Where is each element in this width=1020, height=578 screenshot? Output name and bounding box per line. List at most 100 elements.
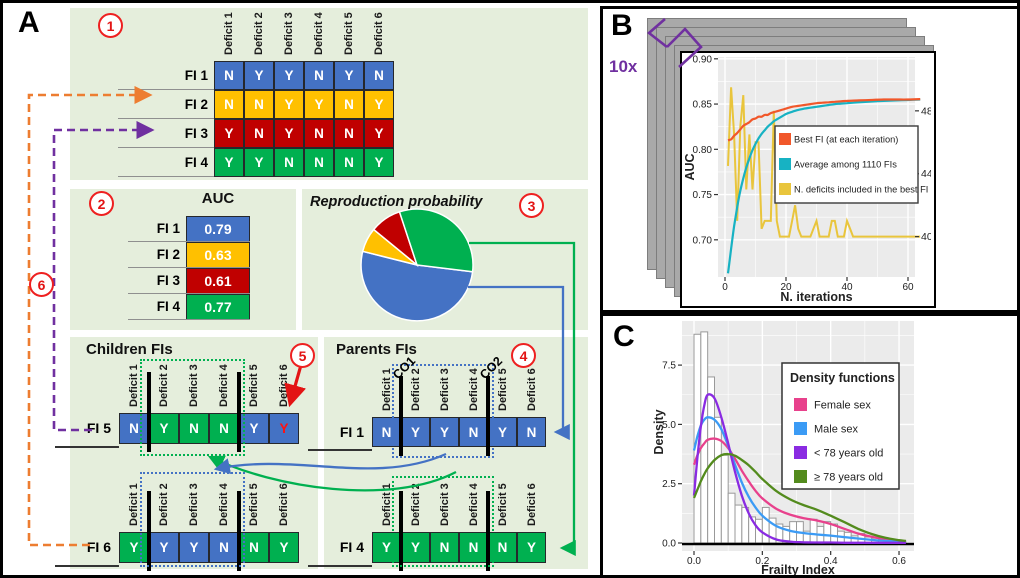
axis-text: 0.2	[755, 556, 769, 567]
histogram-bar	[714, 416, 722, 544]
row-separator	[128, 241, 250, 243]
axis-text: 0.4	[824, 556, 838, 567]
fi-row-label: FI 2	[184, 97, 208, 112]
axis-text: 7.5	[662, 361, 676, 372]
axis-text: 0.90	[693, 54, 713, 65]
density-curve-2	[692, 393, 906, 544]
deficit-header-1: Deficit 1	[128, 483, 140, 526]
legend-swatch	[779, 183, 791, 195]
deficit-header-6: Deficit 6	[373, 12, 385, 55]
fi-row-label: FI 1	[339, 424, 364, 440]
deficit-cell: N	[517, 417, 546, 447]
panel-c-label: C	[613, 320, 635, 353]
deficit-cell: Y	[149, 413, 179, 444]
crossover-segment-box	[392, 364, 494, 458]
histogram-bar	[761, 506, 770, 544]
deficit-cell: N	[209, 413, 239, 444]
frailty-density-chart: 0.0 2.5 5.0 7.5 0.0 0.2 0.4 0.6 Frailty Index Den…	[652, 321, 934, 575]
axis-text: Frailty Index	[761, 563, 835, 575]
step-badge-4: 4	[511, 343, 536, 368]
axis-text: 0.6	[892, 556, 906, 567]
axis-text: 0.75	[693, 190, 713, 201]
step-badge-3: 3	[519, 193, 544, 218]
auc-value-cell: 0.63	[186, 242, 250, 268]
deficit-header-2: Deficit 2	[253, 12, 265, 55]
fi-row-label: FI 4	[184, 155, 208, 170]
auc-row-label: FI 1	[156, 221, 180, 236]
legend-swatch	[794, 470, 807, 483]
legend-swatch	[794, 422, 807, 435]
axis-text: AUC	[683, 153, 697, 180]
deficit-cell: N	[304, 119, 334, 148]
histogram-bar	[734, 504, 743, 544]
deficit-header-5: Deficit 5	[343, 12, 355, 55]
axis-text: ≥ 78 years old	[814, 472, 883, 484]
stack-count-label: 10x	[609, 57, 638, 76]
density-curve-0	[692, 437, 906, 543]
deficit-header-6: Deficit 6	[525, 368, 538, 411]
row-separator	[128, 293, 250, 295]
panel-b: B 10x 0.70 0.75 0.80 0.85 0.90 40 44 48 0 20 40 60 N…	[600, 6, 1017, 313]
deficit-header-5: Deficit 5	[496, 483, 509, 526]
crossover-bar	[399, 376, 403, 456]
step-badge-1: 1	[98, 13, 123, 38]
deficit-cell: N	[244, 119, 274, 148]
stack-brace-icon	[646, 18, 703, 68]
crossover-bar	[237, 491, 241, 571]
axis-text: 44	[921, 168, 931, 180]
legend-box	[774, 125, 919, 204]
axis-text: N. deficits included in the best FI	[794, 185, 928, 195]
crossover-bar	[237, 372, 241, 452]
deficit-cell: Y	[274, 61, 304, 90]
deficit-cell: Y	[269, 413, 299, 444]
row-separator	[128, 267, 250, 269]
deficit-header-6: Deficit 6	[525, 483, 538, 526]
density-curve-3	[692, 452, 907, 543]
deficit-cell: N	[214, 90, 244, 119]
axis-text: Density functions	[790, 371, 895, 385]
deficit-header-1: Deficit 1	[128, 364, 140, 407]
deficit-cell: Y	[179, 532, 209, 563]
deficit-cell: N	[334, 90, 364, 119]
axis-text: 0.80	[693, 145, 713, 156]
legend-swatch	[794, 446, 807, 459]
axis-text: 20	[780, 282, 792, 293]
fi-row-label: FI 3	[184, 126, 208, 141]
axis-text: 40	[841, 282, 853, 293]
deficit-header-5: Deficit 5	[248, 483, 260, 526]
deficit-cell: Y	[364, 148, 394, 177]
deficit-cell: Y	[430, 417, 459, 447]
axis-text: Average among 1110 FIs	[794, 160, 897, 170]
deficit-header-4: Deficit 4	[313, 12, 325, 55]
axis-text: 40	[921, 231, 931, 243]
pie-slice-FI3	[372, 210, 419, 268]
histogram-bar	[700, 331, 709, 544]
panel-a-label: A	[18, 6, 40, 39]
fi-row-label: FI 1	[184, 68, 208, 83]
deficit-header-5: Deficit 5	[496, 368, 509, 411]
panel-c: C 0.0 2.5 5.0 7.5 0.0 0.2 0.4 0.6 Frailty Index D…	[600, 313, 1017, 575]
histogram-bar	[727, 492, 736, 544]
axis-text: Density	[652, 409, 666, 454]
auc-chart-panel: 0.70 0.75 0.80 0.85 0.90 40 44 48 0 20 40 60 N. iter…	[680, 51, 936, 308]
auc-table-title: AUC	[201, 190, 235, 207]
deficit-cell: Y	[214, 148, 244, 177]
auc-vs-iterations-chart: 0.70 0.75 0.80 0.85 0.90 40 44 48 0 20 40 60 N. iter…	[683, 54, 931, 303]
deficit-cell: Y	[517, 532, 546, 563]
crossover-segment-box	[140, 472, 245, 567]
deficit-cell: Y	[274, 90, 304, 119]
axis-text: 0.0	[662, 539, 676, 550]
strip-baseline	[308, 565, 372, 567]
axis-text: Male sex	[814, 424, 859, 436]
fi-row-label: FI 5	[86, 420, 111, 436]
crossover-segment-box	[140, 359, 245, 456]
legend-swatch	[794, 398, 807, 411]
series-n-deficits	[727, 87, 921, 238]
series-best-fi	[727, 98, 921, 142]
row-separator	[128, 319, 250, 321]
axis-text: 2.5	[662, 479, 676, 490]
deficit-cell: N	[304, 61, 334, 90]
deficit-cell: N	[244, 90, 274, 119]
deficit-cell: N	[304, 148, 334, 177]
